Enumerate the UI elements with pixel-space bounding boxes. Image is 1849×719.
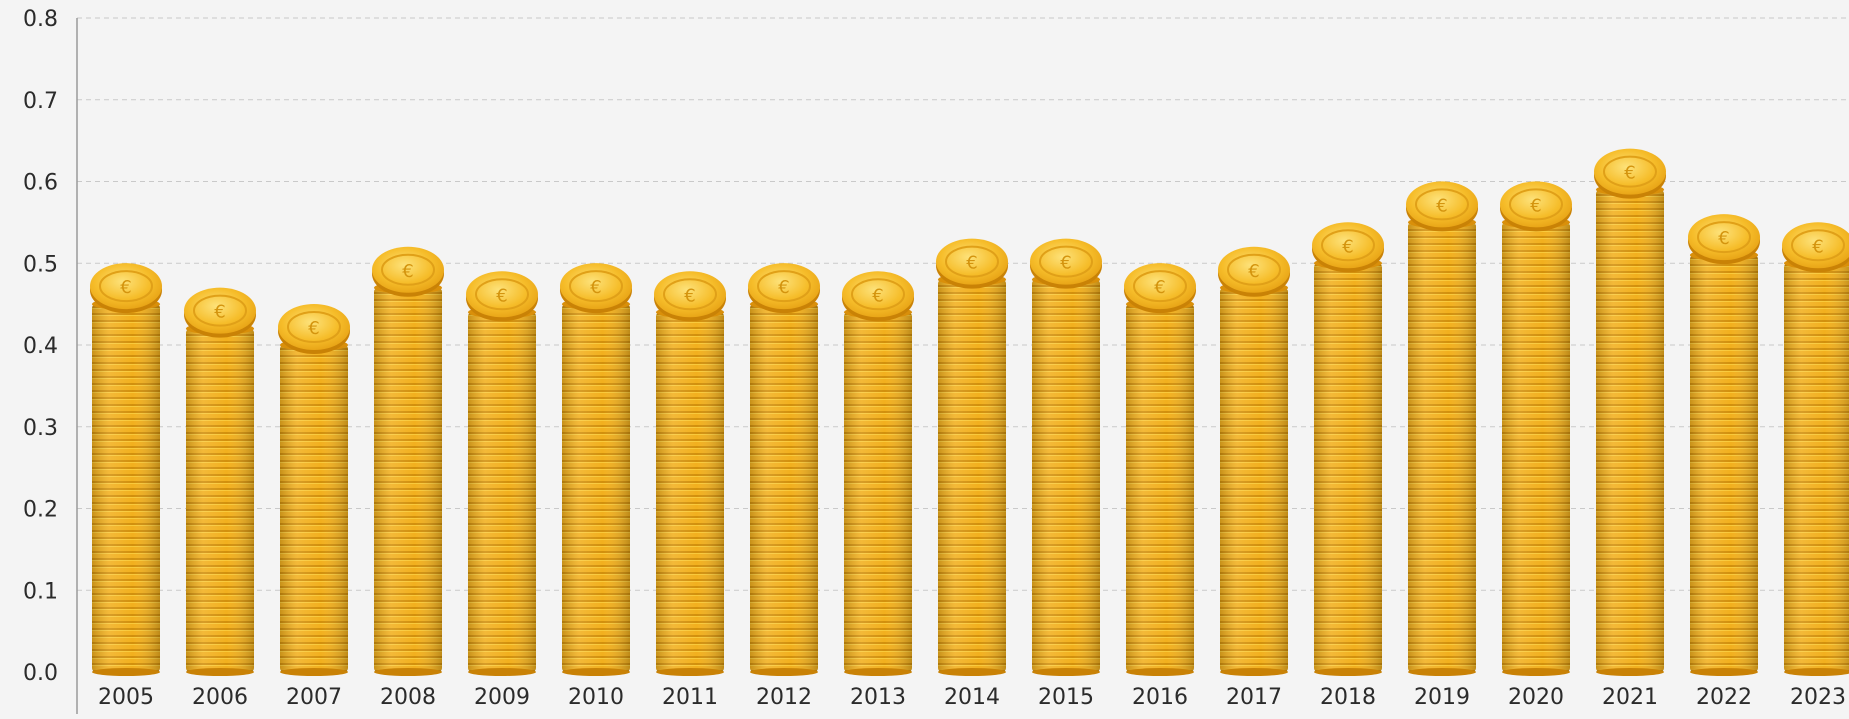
bar: € bbox=[184, 287, 256, 676]
coin-top-icon: € bbox=[936, 238, 1008, 289]
bar: € bbox=[1782, 222, 1849, 676]
euro-symbol-icon: € bbox=[1154, 277, 1165, 298]
x-tick-label: 2006 bbox=[192, 685, 248, 710]
coin-top-icon: € bbox=[1406, 181, 1478, 232]
x-tick-label: 2016 bbox=[1132, 685, 1188, 710]
bar: € bbox=[90, 263, 162, 676]
x-tick-label: 2005 bbox=[98, 685, 154, 710]
euro-symbol-icon: € bbox=[1718, 228, 1729, 249]
coin-top-icon: € bbox=[1312, 222, 1384, 273]
euro-symbol-icon: € bbox=[1530, 195, 1541, 216]
y-tick-label: 0.7 bbox=[23, 89, 58, 114]
bar: € bbox=[1500, 181, 1572, 676]
euro-symbol-icon: € bbox=[1342, 236, 1353, 257]
coin-top-icon: € bbox=[466, 271, 538, 322]
bars: € € € € € € € € € € € € € € € € € € € bbox=[90, 148, 1849, 676]
euro-symbol-icon: € bbox=[120, 277, 131, 298]
euro-symbol-icon: € bbox=[1624, 163, 1635, 184]
bar: € bbox=[1030, 238, 1102, 676]
euro-symbol-icon: € bbox=[872, 285, 883, 306]
bar: € bbox=[1594, 148, 1666, 676]
x-tick-label: 2014 bbox=[944, 685, 1000, 710]
y-tick-label: 0.1 bbox=[23, 579, 58, 604]
bar: € bbox=[372, 246, 444, 676]
coin-top-icon: € bbox=[278, 304, 350, 354]
x-tick-label: 2021 bbox=[1602, 685, 1658, 710]
bar: € bbox=[1218, 246, 1290, 676]
x-tick-labels: 2005 2006 2007 2008 2009 2010 2011 2012 2013 2014… bbox=[98, 685, 1846, 710]
euro-symbol-icon: € bbox=[966, 253, 977, 274]
x-tick-label: 2007 bbox=[286, 685, 342, 710]
x-tick-label: 2022 bbox=[1696, 685, 1752, 710]
bar: € bbox=[654, 271, 726, 676]
coin-top-icon: € bbox=[1124, 263, 1196, 314]
y-tick-labels: 0.0 0.1 0.2 0.3 0.4 0.5 0.6 0.7 0.8 bbox=[23, 7, 58, 686]
x-tick-label: 2017 bbox=[1226, 685, 1282, 710]
euro-symbol-icon: € bbox=[1812, 236, 1823, 257]
coin-top-icon: € bbox=[90, 263, 162, 314]
x-tick-label: 2018 bbox=[1320, 685, 1376, 710]
euro-symbol-icon: € bbox=[1436, 195, 1447, 216]
coin-top-icon: € bbox=[1782, 222, 1849, 273]
y-tick-label: 0.5 bbox=[23, 252, 58, 277]
x-tick-label: 2019 bbox=[1414, 685, 1470, 710]
y-tick-label: 0.2 bbox=[23, 498, 58, 523]
coin-top-icon: € bbox=[1218, 246, 1290, 297]
bar: € bbox=[1124, 263, 1196, 676]
y-tick-label: 0.4 bbox=[23, 334, 58, 359]
x-tick-label: 2008 bbox=[380, 685, 436, 710]
bar: € bbox=[1312, 222, 1384, 676]
bar: € bbox=[1406, 181, 1478, 676]
euro-symbol-icon: € bbox=[778, 277, 789, 298]
bar: € bbox=[1688, 214, 1760, 676]
coin-top-icon: € bbox=[184, 287, 256, 338]
euro-symbol-icon: € bbox=[308, 318, 319, 339]
bar: € bbox=[748, 263, 820, 676]
x-tick-label: 2011 bbox=[662, 685, 718, 710]
bar: € bbox=[466, 271, 538, 676]
x-tick-label: 2020 bbox=[1508, 685, 1564, 710]
euro-symbol-icon: € bbox=[684, 285, 695, 306]
x-tick-label: 2010 bbox=[568, 685, 624, 710]
coin-top-icon: € bbox=[654, 271, 726, 322]
y-tick-label: 0.0 bbox=[23, 661, 58, 686]
euro-symbol-icon: € bbox=[214, 302, 225, 323]
coin-top-icon: € bbox=[1688, 214, 1760, 265]
bar: € bbox=[936, 238, 1008, 676]
coin-top-icon: € bbox=[842, 271, 914, 322]
bar: € bbox=[842, 271, 914, 676]
euro-symbol-icon: € bbox=[402, 261, 413, 282]
x-tick-label: 2013 bbox=[850, 685, 906, 710]
euro-symbol-icon: € bbox=[590, 277, 601, 298]
y-tick-label: 0.6 bbox=[23, 171, 58, 196]
bar: € bbox=[278, 304, 350, 676]
coin-top-icon: € bbox=[1594, 148, 1666, 199]
coin-top-icon: € bbox=[748, 263, 820, 314]
coin-top-icon: € bbox=[560, 263, 632, 314]
x-tick-label: 2009 bbox=[474, 685, 530, 710]
euro-symbol-icon: € bbox=[1060, 253, 1071, 274]
coin-top-icon: € bbox=[1500, 181, 1572, 232]
y-tick-label: 0.3 bbox=[23, 416, 58, 441]
euro-symbol-icon: € bbox=[1248, 261, 1259, 282]
bar: € bbox=[560, 263, 632, 676]
x-tick-label: 2015 bbox=[1038, 685, 1094, 710]
coin-top-icon: € bbox=[1030, 238, 1102, 289]
y-tick-label: 0.8 bbox=[23, 7, 58, 32]
x-tick-label: 2023 bbox=[1790, 685, 1846, 710]
euro-symbol-icon: € bbox=[496, 285, 507, 306]
x-tick-label: 2012 bbox=[756, 685, 812, 710]
coin-top-icon: € bbox=[372, 246, 444, 297]
